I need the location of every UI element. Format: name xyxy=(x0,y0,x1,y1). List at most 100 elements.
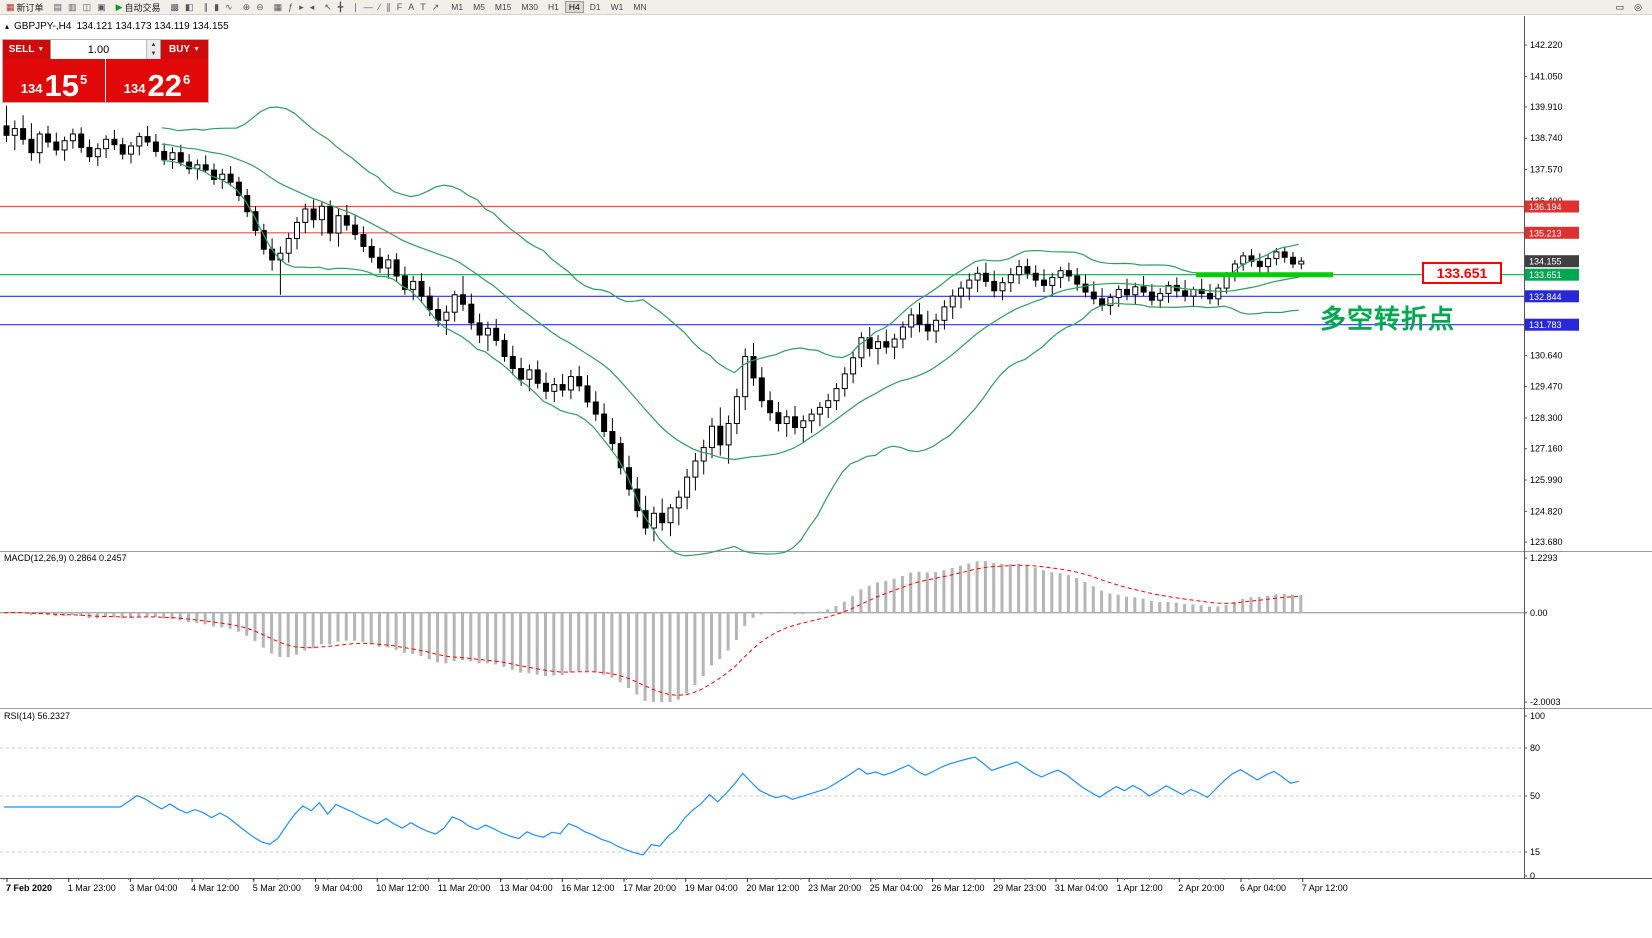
time-axis-tick: 6 Apr 04:00 xyxy=(1240,883,1286,893)
timeframe-w1[interactable]: W1 xyxy=(610,1,624,12)
volume-up-icon[interactable]: ▲ xyxy=(147,40,160,50)
volume-input[interactable]: 1.00 xyxy=(87,43,110,56)
macd-histogram xyxy=(12,561,1303,702)
trendline-icon[interactable]: ∕ xyxy=(376,0,384,13)
line-chart-icon[interactable]: ∿ xyxy=(222,1,236,14)
docking-icon[interactable]: ▭ xyxy=(1615,1,1625,12)
channel-icon[interactable]: ∥ xyxy=(383,1,394,14)
rsi-axis-tick: 80 xyxy=(1530,743,1540,753)
candlestick-chart-icon[interactable]: ▮ xyxy=(211,1,222,14)
price-axis-tick: 123.680 xyxy=(1530,537,1563,547)
price-axis-tick: 139.910 xyxy=(1530,102,1563,112)
zoom-in-icon[interactable]: ⊕ xyxy=(240,1,254,14)
time-axis-tick: 31 Mar 04:00 xyxy=(1055,883,1108,893)
horizontal-line-icon: ― xyxy=(363,1,373,12)
chart-profiles-icon[interactable]: ◧ xyxy=(182,1,197,14)
label-icon[interactable]: T xyxy=(417,0,429,13)
ask-price-panel[interactable]: 134 22 6 xyxy=(106,59,208,102)
time-axis-tick: 17 Mar 20:00 xyxy=(623,883,676,893)
cursor-icon: ↖ xyxy=(324,1,332,12)
bid-big-figure: 134 xyxy=(20,81,43,96)
macd-axis-tick: 0.00 xyxy=(1530,608,1548,618)
autotrading-button[interactable]: ▶ 自动交易 xyxy=(113,1,164,14)
rsi-axis-tick: 100 xyxy=(1530,711,1545,721)
time-axis-tick: 1 Mar 23:00 xyxy=(68,883,116,893)
chart-shift-icon[interactable]: ◂ xyxy=(307,1,318,14)
fibonacci-icon[interactable]: F xyxy=(394,0,406,13)
buy-dropdown-icon[interactable]: ▼ xyxy=(193,46,201,53)
buy-button[interactable]: BUY ▼ xyxy=(161,40,208,59)
grid-icon: ▦ xyxy=(273,1,283,12)
timeframe-h1[interactable]: H1 xyxy=(548,1,559,12)
bollinger-middle-band xyxy=(161,143,1299,461)
vertical-line-icon[interactable]: ∣ xyxy=(350,1,361,14)
timeframe-m15[interactable]: M15 xyxy=(494,1,512,12)
channel-icon: ∥ xyxy=(386,1,391,12)
symbol-icon: ▴ xyxy=(5,22,10,31)
price-axis-tick: 129.470 xyxy=(1530,382,1563,392)
one-click-trading-widget: SELL ▼ 1.00 ▲ ▼ BUY ▼ 134 15 5 134 22 6 xyxy=(2,39,209,103)
profiles-icon[interactable]: ▤ xyxy=(51,1,66,14)
text-icon[interactable]: A xyxy=(405,0,417,13)
price-label: 132.844 xyxy=(1529,292,1562,302)
timeframe-d1[interactable]: D1 xyxy=(589,1,601,12)
time-axis: 7 Feb 2020 1 Mar 23:00 3 Mar 04:00 4 Mar 12… xyxy=(3,878,1348,893)
grid-icon[interactable]: ▦ xyxy=(271,1,286,14)
time-axis-tick: 5 Mar 20:00 xyxy=(253,883,301,893)
rsi-panel: 100 80 50 15 0 xyxy=(0,711,1545,881)
market-watch-icon[interactable]: ▥ xyxy=(65,1,80,14)
time-axis-tick: 2 Apr 20:00 xyxy=(1178,883,1224,893)
vertical-line-icon: ∣ xyxy=(353,1,358,12)
time-axis-tick: 29 Mar 23:00 xyxy=(993,883,1046,893)
search-icon[interactable]: ◎ xyxy=(1634,1,1642,12)
auto-scroll-icon[interactable]: ▸ xyxy=(296,1,307,14)
time-axis-tick: 10 Mar 12:00 xyxy=(376,883,429,893)
timeframe-m5[interactable]: M5 xyxy=(473,1,485,12)
indicators-icon[interactable]: ƒ xyxy=(285,0,296,13)
volume-stepper: ▲ ▼ xyxy=(146,40,160,59)
time-axis-tick: 11 Mar 20:00 xyxy=(438,883,490,893)
crosshair-icon[interactable]: ╋ xyxy=(335,1,346,14)
new-order-button[interactable]: ▦ 新订单 xyxy=(3,1,47,14)
arrows-icon: ↗ xyxy=(431,1,440,12)
buy-button-label: BUY xyxy=(168,44,191,55)
ask-pipette: 6 xyxy=(182,72,191,87)
time-axis-tick: 16 Mar 12:00 xyxy=(561,883,614,893)
zoom-out-icon[interactable]: ⊖ xyxy=(253,1,267,14)
panel-frame xyxy=(0,16,1652,879)
new-chart-icon: ▩ xyxy=(170,1,180,12)
arrows-icon[interactable]: ↗ xyxy=(429,1,443,14)
time-axis-tick: 25 Mar 04:00 xyxy=(870,883,923,893)
horizontal-line-icon[interactable]: ― xyxy=(361,0,376,13)
horizontal-lines[interactable] xyxy=(0,205,1524,326)
cursor-icon[interactable]: ↖ xyxy=(321,1,335,14)
bid-price-panel[interactable]: 134 15 5 xyxy=(3,59,105,102)
trade-controls-row: SELL ▼ 1.00 ▲ ▼ BUY ▼ xyxy=(3,40,208,59)
navigator-icon: ◫ xyxy=(82,1,92,12)
timeframe-h4[interactable]: H4 xyxy=(564,0,584,13)
toolbar: ▦ 新订单 ▤ ▥ ◫ ▣ ▶ 自动交易 ▩ ◧ ∥ ▮ ∿ ⊕ ⊖ ▦ ƒ ▸ ◂ ↖ ╋ ∣ ― ∕ ∥ F A T ↗ M1 M5 M… xyxy=(0,0,1652,15)
price-axis-tick: 137.570 xyxy=(1530,165,1563,175)
timeframe-m30[interactable]: M30 xyxy=(521,1,539,12)
time-axis-tick: 20 Mar 12:00 xyxy=(746,883,799,893)
macd-axis-tick: 1.2293 xyxy=(1530,553,1558,563)
new-order-button-label: 新订单 xyxy=(16,2,44,13)
bar-chart-icon[interactable]: ∥ xyxy=(201,1,212,14)
label-icon: T xyxy=(420,1,426,12)
zoom-out-icon: ⊖ xyxy=(256,1,264,12)
sell-dropdown-icon[interactable]: ▼ xyxy=(37,46,45,53)
candlestick-series xyxy=(3,105,1305,542)
volume-down-icon[interactable]: ▼ xyxy=(147,49,160,59)
price-callout-box[interactable]: 133.651 xyxy=(1422,262,1502,284)
new-chart-icon[interactable]: ▩ xyxy=(168,1,183,14)
sell-button[interactable]: SELL ▼ xyxy=(3,40,50,59)
terminal-icon[interactable]: ▣ xyxy=(94,1,109,14)
price-label: 134.155 xyxy=(1529,257,1562,267)
navigator-icon[interactable]: ◫ xyxy=(80,1,95,14)
bar-chart-icon: ∥ xyxy=(203,1,209,12)
timeframe-m1[interactable]: M1 xyxy=(451,1,464,12)
timeframe-mn[interactable]: MN xyxy=(633,1,647,12)
auto-scroll-icon: ▸ xyxy=(299,1,304,12)
